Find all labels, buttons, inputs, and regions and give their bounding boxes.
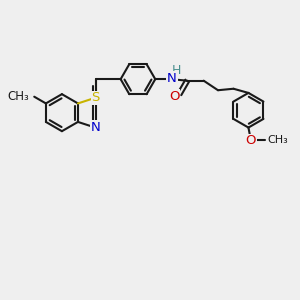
Text: N: N — [167, 72, 177, 85]
Text: S: S — [92, 91, 100, 104]
Text: CH₃: CH₃ — [268, 135, 289, 145]
Text: O: O — [169, 90, 179, 103]
Text: CH₃: CH₃ — [7, 90, 29, 103]
Text: N: N — [91, 121, 100, 134]
Text: H: H — [172, 64, 182, 77]
Text: O: O — [246, 134, 256, 147]
